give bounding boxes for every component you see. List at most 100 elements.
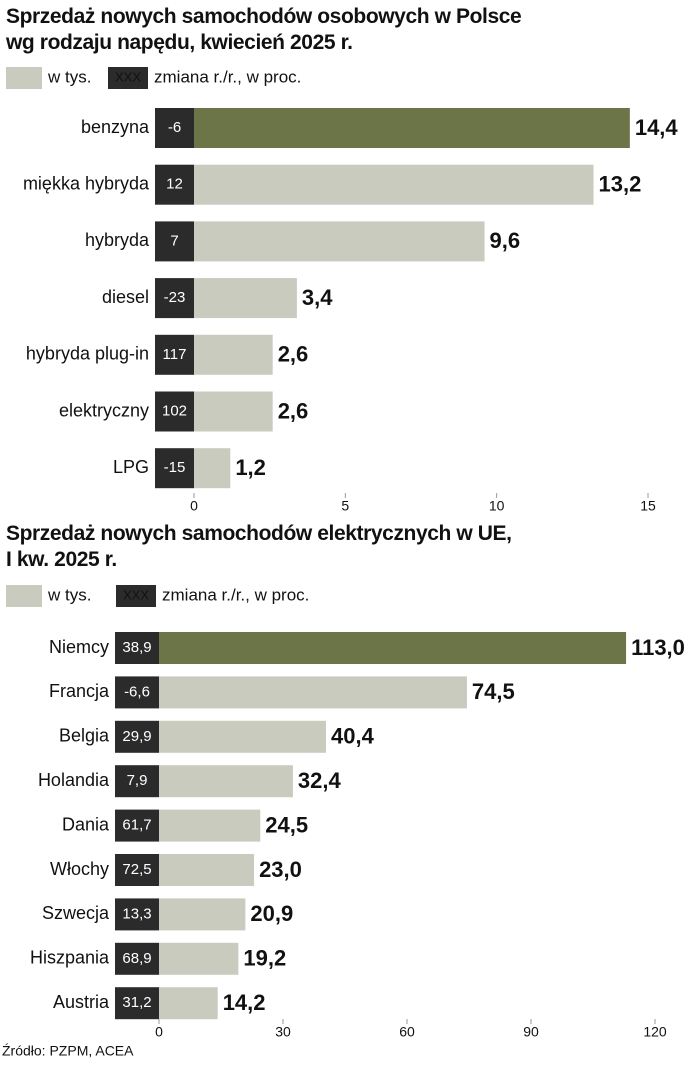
change-label: 38,9 xyxy=(122,639,151,656)
bar xyxy=(194,164,594,205)
category-label: benzyna xyxy=(81,117,150,137)
value-label: 14,2 xyxy=(223,990,266,1015)
bar xyxy=(194,391,273,432)
change-label: 13,3 xyxy=(122,905,151,922)
bar xyxy=(159,720,326,753)
x-tick-label: 120 xyxy=(643,1024,667,1040)
change-label: -6 xyxy=(168,119,181,136)
change-label: 31,2 xyxy=(122,994,151,1011)
change-label: 117 xyxy=(163,346,187,363)
change-box xyxy=(155,221,194,262)
bar xyxy=(194,448,231,489)
value-label: 1,2 xyxy=(235,455,266,480)
category-label: LPG xyxy=(113,457,149,477)
value-label: 20,9 xyxy=(250,901,293,926)
x-tick-label: 0 xyxy=(190,498,198,514)
legend-label: w tys. xyxy=(47,585,91,604)
legend-box-label: XXX xyxy=(115,69,141,84)
value-label: 19,2 xyxy=(243,946,286,971)
value-label: 2,6 xyxy=(278,398,309,423)
legend-label: zmiana r./r., w proc. xyxy=(154,67,301,86)
bar xyxy=(159,942,239,975)
change-label: 61,7 xyxy=(122,817,151,834)
category-label: elektryczny xyxy=(59,400,149,420)
category-label: Dania xyxy=(62,814,110,834)
change-label: 12 xyxy=(166,176,183,193)
value-label: 74,5 xyxy=(472,679,515,704)
change-box xyxy=(115,632,159,664)
change-label: 68,9 xyxy=(122,950,151,967)
change-label: 29,9 xyxy=(122,728,151,745)
x-tick-label: 15 xyxy=(640,498,656,514)
change-box xyxy=(155,278,194,319)
bar xyxy=(194,334,273,375)
change-label: -15 xyxy=(164,459,186,476)
change-label: 72,5 xyxy=(122,861,151,878)
change-box xyxy=(115,987,159,1020)
x-tick-label: 10 xyxy=(489,498,505,514)
bar xyxy=(159,632,627,664)
change-box xyxy=(155,164,194,205)
x-tick-label: 60 xyxy=(399,1024,415,1040)
value-label: 9,6 xyxy=(490,228,521,253)
legend-box-label: XXX xyxy=(123,587,149,602)
change-box xyxy=(115,898,159,931)
bar xyxy=(194,221,485,262)
x-tick-label: 5 xyxy=(341,498,349,514)
bar xyxy=(159,898,246,931)
legend-swatch xyxy=(6,67,42,89)
category-label: Włochy xyxy=(50,859,109,879)
chart-title: Sprzedaż nowych samochodów osobowych w P… xyxy=(6,5,522,54)
change-box xyxy=(155,448,194,489)
category-label: Szwecja xyxy=(42,903,110,923)
category-label: Hiszpania xyxy=(30,948,110,968)
category-label: hybryda plug-in xyxy=(26,344,149,364)
bar xyxy=(194,108,630,148)
change-box xyxy=(155,334,194,375)
value-label: 40,4 xyxy=(331,724,375,749)
category-label: miękka hybryda xyxy=(23,173,150,193)
change-box xyxy=(115,765,159,798)
change-label: -6,6 xyxy=(124,683,150,700)
change-box xyxy=(115,720,159,753)
category-label: Francja xyxy=(49,681,110,701)
change-box xyxy=(115,809,159,842)
change-label: -23 xyxy=(164,289,186,306)
value-label: 32,4 xyxy=(298,768,342,793)
value-label: 2,6 xyxy=(278,342,309,367)
source: Źródło: PZPM, ACEA xyxy=(2,1043,134,1059)
legend-swatch xyxy=(6,585,42,607)
bar xyxy=(194,278,297,319)
chart-title: Sprzedaż nowych samochodów elektrycznych… xyxy=(6,522,512,571)
change-label: 7 xyxy=(170,232,178,249)
change-box xyxy=(115,854,159,886)
legend-label: zmiana r./r., w proc. xyxy=(162,585,309,604)
value-label: 14,4 xyxy=(635,115,679,140)
bar xyxy=(159,676,467,709)
legend-box xyxy=(116,585,156,607)
bar xyxy=(159,987,218,1020)
value-label: 113,0 xyxy=(631,635,685,660)
change-box xyxy=(115,942,159,975)
value-label: 3,4 xyxy=(302,285,333,310)
legend-box xyxy=(108,67,148,89)
change-label: 7,9 xyxy=(127,772,148,789)
change-box xyxy=(115,676,159,709)
value-label: 13,2 xyxy=(599,172,642,197)
change-label: 102 xyxy=(162,402,187,419)
bar xyxy=(159,809,261,842)
change-box xyxy=(155,108,194,148)
category-label: diesel xyxy=(102,287,149,307)
bar xyxy=(159,854,255,886)
x-tick-label: 0 xyxy=(155,1024,163,1040)
category-label: Belgia xyxy=(59,726,110,746)
value-label: 23,0 xyxy=(259,857,302,882)
legend-label: w tys. xyxy=(47,67,91,86)
value-label: 24,5 xyxy=(265,812,308,837)
change-box xyxy=(155,391,194,432)
category-label: hybryda xyxy=(85,230,150,250)
bar xyxy=(159,765,293,798)
x-tick-label: 30 xyxy=(275,1024,291,1040)
